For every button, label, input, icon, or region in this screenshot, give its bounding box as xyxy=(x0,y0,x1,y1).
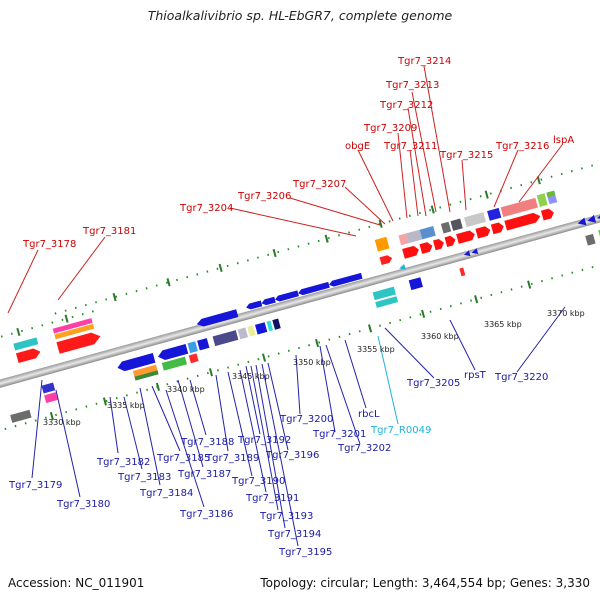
gene-label: Tgr7_3206 xyxy=(237,191,291,202)
gene-label: Tgr7_3181 xyxy=(82,226,136,237)
scale-label: 3330 kbp xyxy=(43,418,81,427)
gene-label: Tgr7_3195 xyxy=(278,547,332,558)
gene-label: Tgr7_3215 xyxy=(439,150,493,161)
tick-marks xyxy=(16,176,541,421)
forward-genes xyxy=(13,190,558,363)
gene-label: Tgr7_3204 xyxy=(179,203,233,214)
map-title: Thioalkalivibrio sp. HL-EbGR7, complete … xyxy=(147,8,453,23)
gene-label: Tgr7_3216 xyxy=(495,141,549,152)
gene-label: Tgr7_3214 xyxy=(397,56,451,67)
feature-tracks xyxy=(0,158,600,436)
gene-label: Tgr7_3188 xyxy=(180,437,234,448)
gene-label: rpsT xyxy=(464,370,487,381)
gene-label: Tgr7_3189 xyxy=(205,453,259,464)
gene-label: Tgr7_3193 xyxy=(259,511,313,522)
gene-label: Tgr7_3201 xyxy=(312,429,366,440)
accession-text: Accession: NC_011901 xyxy=(8,576,145,590)
gene-label: Tgr7_3190 xyxy=(231,476,285,487)
gene-label: Tgr7_3183 xyxy=(117,472,171,483)
gene-label: Tgr7_3211 xyxy=(383,141,437,152)
rna-label: Tgr7_R0049 xyxy=(370,425,431,436)
forward-gene-labels[interactable]: Tgr7_3178 Tgr7_3181 Tgr7_3204 Tgr7_3206 … xyxy=(22,56,574,250)
gene-label: Tgr7_3182 xyxy=(96,457,150,468)
label-connectors xyxy=(7,65,566,547)
reverse-genes xyxy=(10,212,600,423)
reverse-gene-labels[interactable]: Tgr7_3179 Tgr7_3180 Tgr7_3182 Tgr7_3183 … xyxy=(8,370,548,558)
gene-label: Tgr7_3220 xyxy=(494,372,548,383)
gene-label: Tgr7_3187 xyxy=(177,469,231,480)
scale-label: 3355 kbp xyxy=(357,345,395,354)
gene-label: Tgr7_3207 xyxy=(292,179,346,190)
gene-label: lspA xyxy=(553,135,574,146)
gene-label: Tgr7_3186 xyxy=(179,509,233,520)
scale-label: 3345 kbp xyxy=(232,372,270,381)
scale-label: 3360 kbp xyxy=(421,332,459,341)
topology-text: Topology: circular; Length: 3,464,554 bp… xyxy=(260,576,590,590)
guide-line xyxy=(0,309,96,349)
guide-line xyxy=(54,158,600,315)
scale-label: 3340 kbp xyxy=(167,385,205,394)
gene-label: Tgr7_3202 xyxy=(337,443,391,454)
scale-label: 3365 kbp xyxy=(484,320,522,329)
gene-label: Tgr7_3178 xyxy=(22,239,76,250)
gene-label: Tgr7_3185 xyxy=(156,453,210,464)
gene-label: Tgr7_3184 xyxy=(139,488,193,499)
gene-label: Tgr7_3213 xyxy=(385,80,439,91)
gene-label: Tgr7_3192 xyxy=(237,435,291,446)
guide-line xyxy=(0,247,600,436)
gene-label: Tgr7_3191 xyxy=(245,493,299,504)
gene-label: Tgr7_3180 xyxy=(56,499,110,510)
gene-label: obgE xyxy=(345,141,370,152)
scale-labels: 3330 kbp 3335 kbp 3340 kbp 3345 kbp 3350… xyxy=(43,309,585,427)
gene-label: Tgr7_3196 xyxy=(265,450,319,461)
gene-label: rbcL xyxy=(358,409,380,420)
gene-label: Tgr7_3212 xyxy=(379,100,433,111)
gene-label: Tgr7_3205 xyxy=(406,378,460,389)
gene-label: Tgr7_3194 xyxy=(267,529,321,540)
scale-label: 3350 kbp xyxy=(293,358,331,367)
scale-label: 3335 kbp xyxy=(107,401,145,410)
gene-label: Tgr7_3200 xyxy=(279,414,333,425)
gene-label: Tgr7_3209 xyxy=(363,123,417,134)
gene-label: Tgr7_3179 xyxy=(8,480,62,491)
scale-label: 3370 kbp xyxy=(547,309,585,318)
